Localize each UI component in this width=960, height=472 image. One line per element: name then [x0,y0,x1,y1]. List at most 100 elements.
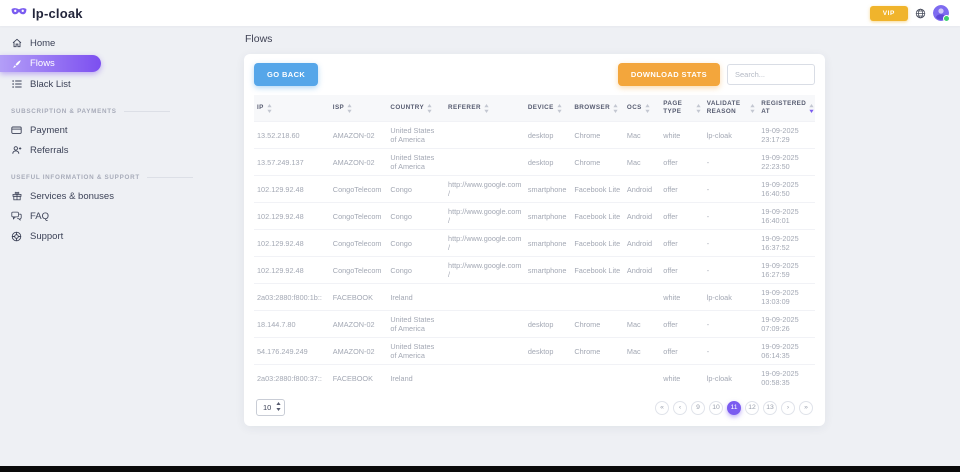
cell-page-type: offer [660,256,704,284]
search-input[interactable] [727,64,815,85]
column-label: REFERER [448,104,481,112]
column-label: PAGE TYPE [663,100,683,116]
cell-registered-at: 19-09-2025 07:09:26 [758,310,815,338]
home-icon [11,38,22,48]
cell-ip: 102.129.92.48 [254,202,330,230]
pagination-last-button[interactable]: » [799,400,813,415]
pagination-next-button[interactable]: › [781,400,795,415]
cell-country: United States of America [387,310,446,338]
logo[interactable]: lp-cloak [11,4,83,22]
table-row[interactable]: 13.57.249.137 AMAZON-02 United States of A… [254,148,815,176]
page-size-select[interactable]: 10 [256,399,286,417]
online-status-dot [943,15,950,22]
cell-validate-reason: - [703,310,759,338]
sort-arrows-icon [809,103,814,113]
cell-browser: Chrome [571,121,624,149]
pagination-page-11[interactable]: 11 [727,400,741,415]
cell-country: United States of America [387,337,446,365]
column-header-page-type[interactable]: PAGE TYPE [660,95,704,122]
pagination-page-13[interactable]: 13 [763,400,777,415]
sidebar-item-label: Home [30,37,56,49]
cell-validate-reason: lp-cloak [703,121,759,149]
cell-browser: Chrome [571,337,624,365]
sidebar-item-flows[interactable]: Flows [0,55,101,72]
sidebar-item-label: Services & bonuses [30,190,114,202]
pagination-page-9[interactable]: 9 [691,400,705,415]
cell-browser: Facebook Lite [571,202,624,230]
cell-browser: Facebook Lite [571,229,624,257]
sidebar-item-black-list[interactable]: Black List [0,74,235,94]
column-label: VALIDATE REASON [706,100,741,116]
column-header-registered-at[interactable]: REGISTERED AT [758,95,815,122]
go-back-button[interactable]: GO BACK [254,63,319,86]
sort-arrows-icon [750,103,755,113]
logo-text: lp-cloak [32,5,83,21]
services-icon [11,191,22,201]
column-header-device[interactable]: DEVICE [524,95,572,122]
sidebar-section-label: USEFUL INFORMATION & SUPPORT [11,174,235,181]
sort-arrows-icon [427,103,432,113]
cell-registered-at: 19-09-2025 16:27:59 [758,256,815,284]
cell-validate-reason: - [703,337,759,365]
cell-country: Congo [387,229,446,257]
download-stats-button[interactable]: DOWNLOAD STATS [617,63,720,86]
support-icon [11,231,22,242]
table-row[interactable]: 102.129.92.48 CongoTelecom Congo http://www… [254,256,815,284]
column-header-browser[interactable]: BROWSER [571,95,624,122]
cell-referer [445,337,525,365]
sidebar-item-payment[interactable]: Payment [0,120,235,140]
cell-ip: 102.129.92.48 [254,229,330,257]
cell-browser: Chrome [571,310,624,338]
top-bar: lp-cloak VIP [0,0,960,26]
table-row[interactable]: 102.129.92.48 CongoTelecom Congo http://www… [254,229,815,257]
table-row[interactable]: 18.144.7.80 AMAZON-02 United States of Ame… [254,310,815,338]
sidebar-item-label: Black List [30,78,71,90]
table-row[interactable]: 54.176.249.249 AMAZON-02 United States of … [254,337,815,365]
cell-ip: 54.176.249.249 [254,337,330,365]
column-header-ip[interactable]: IP [254,95,330,122]
table-row[interactable]: 13.52.218.60 AMAZON-02 United States of Am… [254,121,815,149]
sidebar-item-referrals[interactable]: Referrals [0,140,235,160]
vip-button[interactable]: VIP [869,5,908,21]
cell-registered-at: 19-09-2025 06:14:35 [758,337,815,365]
globe-icon[interactable] [915,8,926,19]
cell-ocs: Mac [623,337,661,365]
bottom-edge-bar [0,466,960,472]
cell-ocs: Android [623,229,661,257]
sidebar-item-faq[interactable]: FAQ [0,206,235,226]
flows-card: GO BACK DOWNLOAD STATS IP ISP COUNTRY REFER… [244,54,825,427]
sidebar-item-label: Flows [30,58,55,69]
column-header-country[interactable]: COUNTRY [387,95,446,122]
cell-browser [571,364,624,392]
column-header-ocs[interactable]: OCS [623,95,661,122]
table-header: IP ISP COUNTRY REFERER DEVICE BROWSER OCS PAGE … [254,95,815,122]
column-header-isp[interactable]: ISP [329,95,388,122]
column-header-validate-reason[interactable]: VALIDATE REASON [703,95,759,122]
cell-registered-at: 19-09-2025 22:23:50 [758,148,815,176]
cell-device [524,283,572,311]
pagination-page-10[interactable]: 10 [709,400,723,415]
sidebar-item-services-bonuses[interactable]: Services & bonuses [0,186,235,206]
cell-page-type: white [660,283,704,311]
sidebar-item-support[interactable]: Support [0,226,235,246]
column-label: DEVICE [527,104,554,112]
avatar[interactable] [933,5,950,22]
cell-referer [445,148,525,176]
cell-country: Congo [387,202,446,230]
topbar-actions: VIP [869,5,950,22]
cell-device: desktop [524,310,572,338]
pagination-first-button[interactable]: « [655,400,669,415]
column-header-referer[interactable]: REFERER [445,95,525,122]
cell-device: smartphone [524,229,572,257]
cell-referer: http://www.google.com/ [445,256,525,284]
cell-referer [445,364,525,392]
table-row[interactable]: 2a03:2880:f800:37:: FACEBOOK Ireland white l… [254,364,815,392]
pagination-prev-button[interactable]: ‹ [673,400,687,415]
table-row[interactable]: 102.129.92.48 CongoTelecom Congo http://www… [254,175,815,203]
table-row[interactable]: 2a03:2880:f800:1b:: FACEBOOK Ireland white l… [254,283,815,311]
card-toolbar: GO BACK DOWNLOAD STATS [254,63,815,86]
table-row[interactable]: 102.129.92.48 CongoTelecom Congo http://www… [254,202,815,230]
cell-ip: 18.144.7.80 [254,310,330,338]
pagination-page-12[interactable]: 12 [745,400,759,415]
sidebar-item-home[interactable]: Home [0,33,235,53]
